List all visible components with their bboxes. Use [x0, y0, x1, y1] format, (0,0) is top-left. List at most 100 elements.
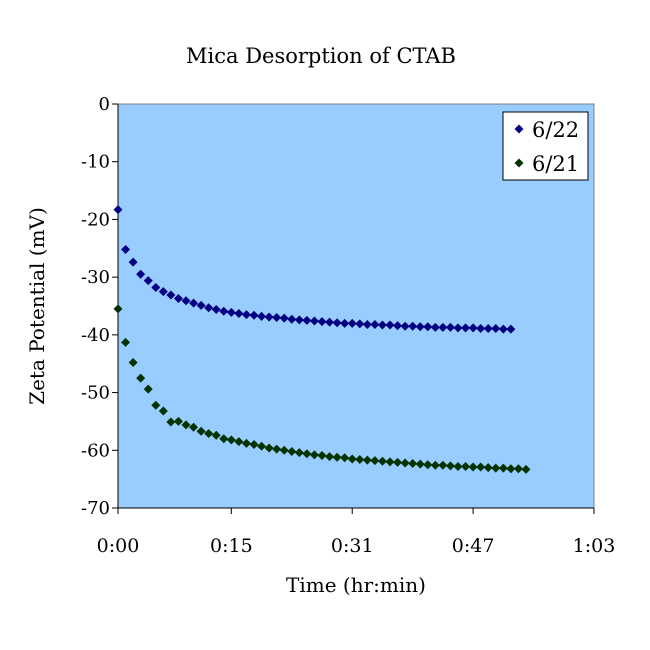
data-point — [483, 324, 493, 334]
data-point — [272, 444, 282, 454]
data-point — [461, 461, 471, 471]
data-point — [181, 296, 191, 306]
data-point — [189, 298, 199, 308]
data-point — [476, 462, 486, 472]
data-point — [445, 322, 455, 332]
data-point — [355, 319, 365, 329]
data-point — [241, 438, 251, 448]
data-point — [438, 322, 448, 332]
data-point — [408, 321, 418, 331]
data-point — [340, 453, 350, 463]
legend-label: 6/21 — [532, 152, 579, 176]
data-point — [151, 283, 161, 293]
legend-marker — [514, 158, 524, 168]
data-point — [430, 460, 440, 470]
y-tick-label: -50 — [81, 383, 110, 404]
data-point — [370, 319, 380, 329]
data-point — [136, 373, 146, 383]
data-point — [113, 205, 123, 215]
data-point — [294, 315, 304, 325]
data-point — [370, 456, 380, 466]
data-point — [385, 320, 395, 330]
data-point — [234, 437, 244, 447]
data-point — [226, 307, 236, 317]
data-point — [513, 464, 523, 474]
data-point — [204, 429, 214, 439]
legend-label: 6/22 — [532, 118, 579, 142]
data-point — [294, 448, 304, 458]
x-axis-label: Time (hr:min) — [286, 573, 426, 597]
x-tick-label: 0:15 — [210, 535, 253, 557]
data-point — [498, 463, 508, 473]
data-point — [491, 463, 501, 473]
data-point — [204, 303, 214, 313]
chart-title: Mica Desorption of CTAB — [186, 44, 456, 68]
x-tick-label: 1:03 — [573, 535, 616, 557]
data-point — [385, 457, 395, 467]
y-tick-label: -60 — [81, 440, 110, 461]
data-point — [264, 443, 274, 453]
y-tick-label: -30 — [81, 267, 110, 288]
data-point — [309, 316, 319, 326]
data-point — [211, 304, 221, 314]
data-point — [302, 449, 312, 459]
data-point — [158, 287, 168, 297]
data-point — [506, 324, 516, 334]
data-point — [181, 420, 191, 430]
data-point — [257, 441, 267, 451]
data-point — [234, 309, 244, 319]
series-6-21 — [113, 304, 531, 474]
data-point — [143, 384, 153, 394]
data-point — [317, 317, 327, 327]
data-point — [287, 446, 297, 456]
data-point — [128, 358, 138, 368]
x-tick-label: 0:47 — [452, 535, 495, 557]
data-point — [483, 463, 493, 473]
data-point — [498, 324, 508, 334]
data-point — [423, 322, 433, 332]
data-point — [279, 445, 289, 455]
data-point — [445, 461, 455, 471]
data-point — [287, 314, 297, 324]
data-point — [438, 460, 448, 470]
y-axis-label: Zeta Potential (mV) — [25, 207, 49, 405]
data-point — [113, 304, 123, 314]
data-point — [196, 426, 206, 436]
data-point — [362, 455, 372, 465]
data-point — [173, 416, 183, 426]
x-axis-ticks: 0:00 0:15 0:31 0:47 1:03 — [97, 508, 616, 557]
data-point — [249, 440, 259, 450]
data-point — [468, 462, 478, 472]
data-point — [393, 321, 403, 331]
data-point — [476, 324, 486, 334]
data-point — [453, 323, 463, 333]
y-tick-label: -20 — [81, 209, 110, 230]
y-tick-label: -40 — [81, 325, 110, 346]
data-point — [347, 454, 357, 464]
data-point — [325, 317, 335, 327]
data-point — [121, 337, 131, 347]
data-point — [226, 435, 236, 445]
data-series — [113, 205, 531, 474]
series-6-22 — [113, 205, 516, 334]
data-point — [143, 276, 153, 286]
data-point — [393, 457, 403, 467]
data-point — [219, 434, 229, 444]
data-point — [453, 461, 463, 471]
y-tick-label: -10 — [81, 152, 110, 173]
data-point — [355, 455, 365, 465]
y-axis-ticks: 0 -10 -20 -30 -40 -50 -60 -70 — [81, 94, 118, 519]
data-point — [158, 406, 168, 416]
data-point — [332, 318, 342, 328]
y-tick-label: 0 — [99, 94, 110, 115]
data-point — [521, 464, 531, 474]
data-point — [136, 269, 146, 279]
legend-box — [502, 111, 589, 181]
y-tick-label: -70 — [81, 498, 110, 519]
data-point — [461, 323, 471, 333]
data-point — [264, 312, 274, 322]
data-point — [362, 319, 372, 329]
data-point — [219, 306, 229, 316]
data-point — [415, 322, 425, 332]
